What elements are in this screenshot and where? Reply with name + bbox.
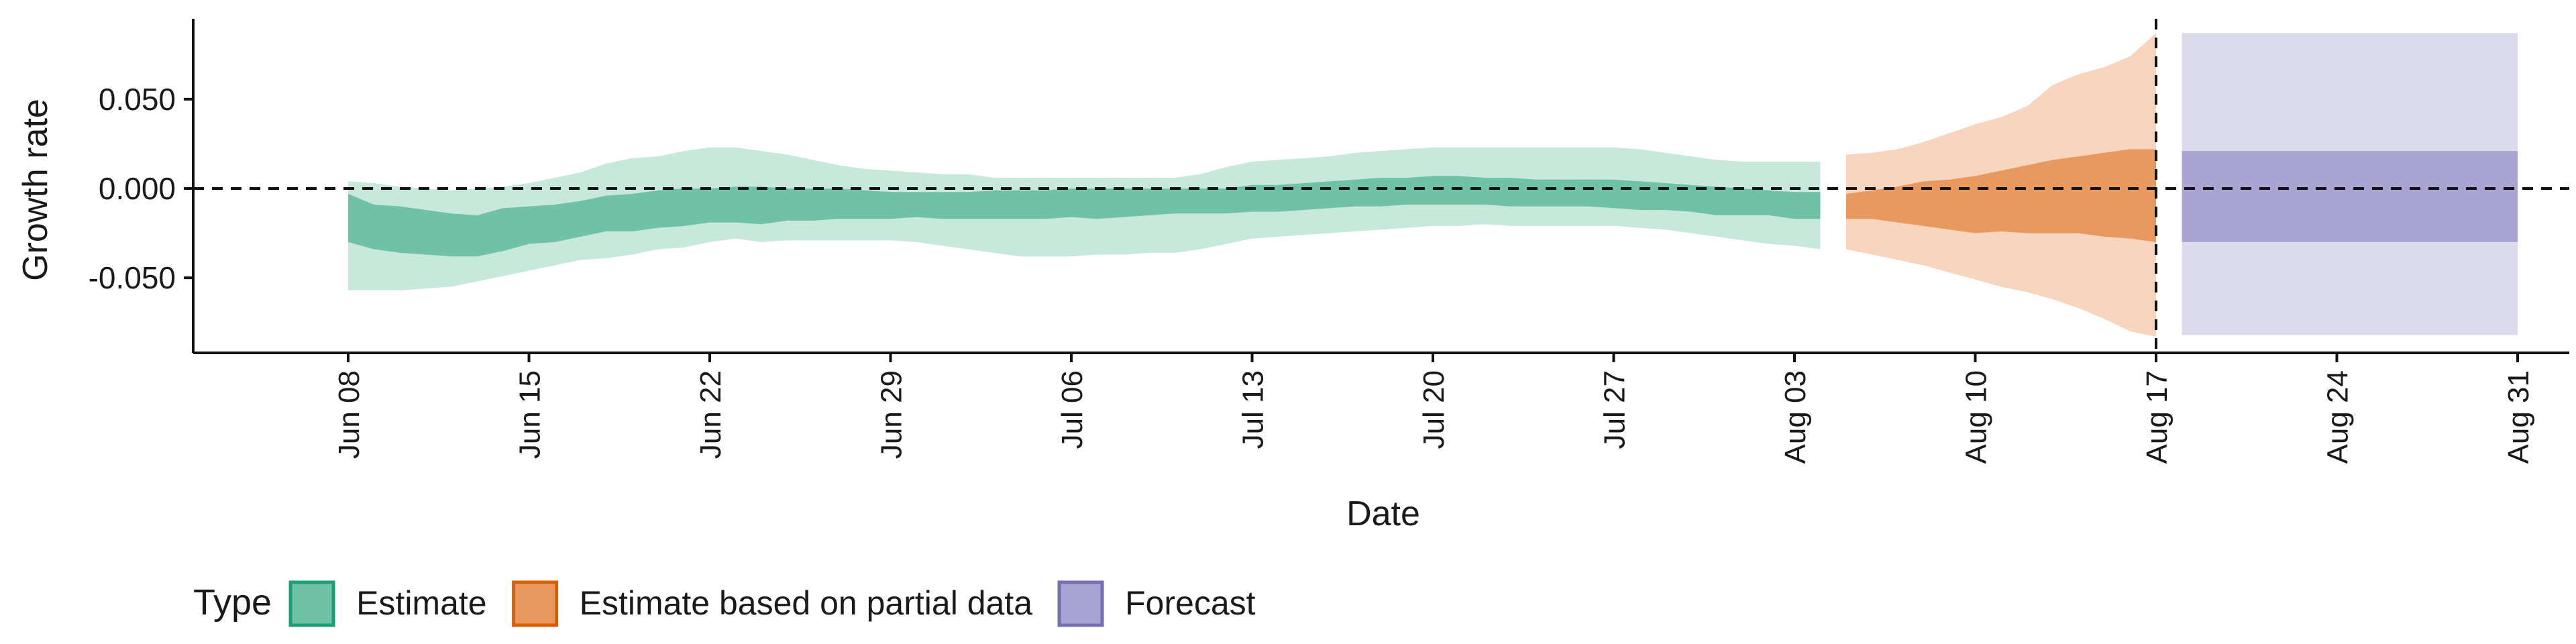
x-tick-label: Aug 17: [2141, 370, 2174, 464]
x-tick-label: Jun 29: [875, 370, 908, 459]
x-tick-label: Aug 03: [1779, 370, 1812, 464]
legend-label-2: Forecast: [1125, 584, 1256, 622]
legend: Type Estimate Estimate based on partial d…: [193, 580, 1256, 627]
legend-label-0: Estimate: [356, 584, 487, 622]
series-1: [1846, 33, 2156, 337]
series-1-inner-band: [1846, 149, 2156, 242]
x-tick-label: Jun 15: [514, 370, 547, 459]
x-tick-label: Jun 22: [694, 370, 727, 459]
y-tick-label: 0.050: [99, 82, 176, 117]
x-tick-label: Aug 31: [2502, 370, 2535, 464]
ribbon-layer: [348, 33, 2518, 337]
x-tick-label: Aug 24: [2322, 370, 2355, 464]
y-axis-title: Growth rate: [16, 99, 55, 281]
series-2: [2182, 33, 2518, 335]
x-axis-title: Date: [1346, 494, 1420, 533]
legend-swatch-1: [512, 580, 559, 627]
x-tick-label: Jul 20: [1417, 370, 1450, 449]
series-2-inner-band: [2182, 151, 2518, 242]
y-tick-label: 0.000: [99, 171, 176, 206]
reference-lines: [193, 19, 2569, 353]
x-tick-label: Jul 27: [1599, 370, 1631, 449]
x-tick-label: Jun 08: [333, 370, 366, 459]
y-tick-label: -0.050: [89, 260, 176, 295]
x-tick-label: Jul 06: [1056, 370, 1089, 449]
legend-title: Type: [193, 582, 272, 623]
x-tick-label: Aug 10: [1960, 370, 1993, 464]
series-0-inner-band: [348, 176, 1821, 257]
legend-swatch-0: [288, 580, 335, 627]
series-0: [348, 147, 1821, 290]
axes: -0.050 0.000 0.050 Jun 08 Jun 15 Jun 22 Jun 29…: [89, 19, 2569, 464]
x-tick-label: Jul 13: [1237, 370, 1270, 449]
legend-label-1: Estimate based on partial data: [580, 584, 1033, 622]
legend-swatch-2: [1057, 580, 1104, 627]
